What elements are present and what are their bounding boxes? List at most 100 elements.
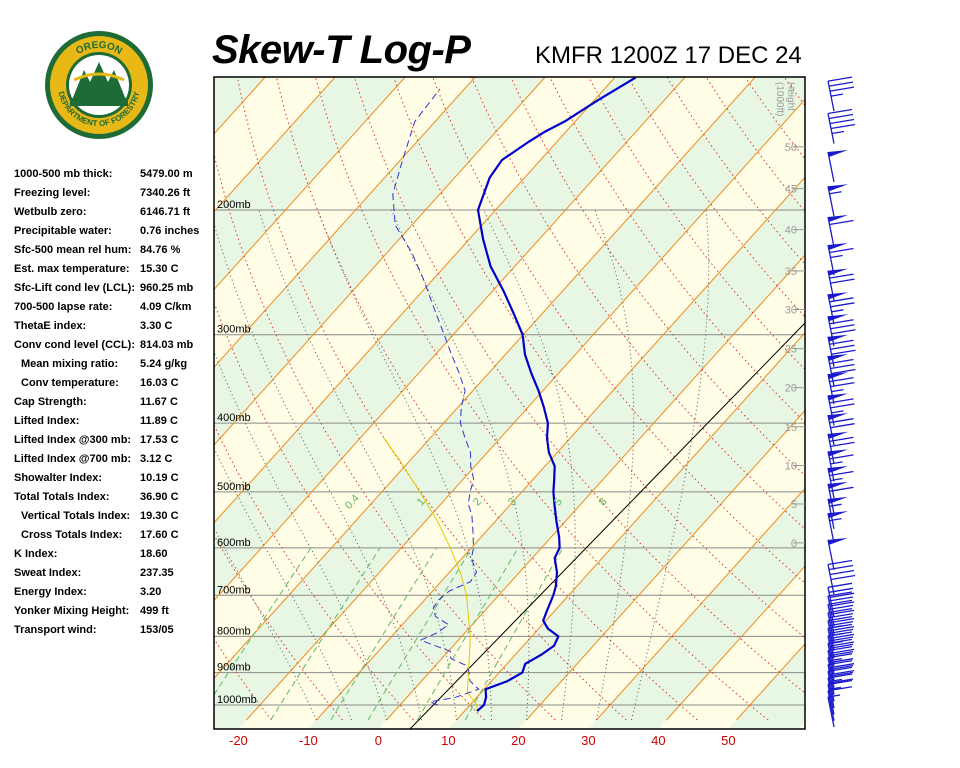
- wind-barb-full: [831, 368, 856, 375]
- wind-barb-full: [829, 86, 855, 92]
- height-tick-label: 25: [785, 344, 797, 356]
- wind-barb: [827, 150, 848, 183]
- logo-top-text: OREGON: [74, 40, 124, 57]
- wind-barb-full: [827, 615, 853, 622]
- height-axis-label: (1000ft): [774, 82, 785, 116]
- isotherm-line: [666, 565, 805, 721]
- index-value: 17.53 C: [140, 434, 179, 446]
- wind-barb-full: [828, 612, 854, 619]
- dry-adiabat-line: [841, 0, 960, 720]
- wind-barb-full: [829, 663, 855, 669]
- wind-barb-full: [829, 625, 855, 632]
- wind-barb-full: [830, 423, 855, 429]
- index-row: Est. max temperature: 15.30 C: [14, 263, 214, 282]
- index-row: Transport wind: 153/05: [14, 624, 214, 643]
- index-label: Sfc-500 mean rel hum:: [14, 244, 132, 256]
- temperature-band: [214, 77, 805, 729]
- index-row: Precipitable water: 0.76 inches: [14, 225, 214, 244]
- plot-frame: [213, 76, 806, 730]
- index-row: Energy Index: 3.20: [14, 586, 214, 605]
- wind-barb: [827, 314, 856, 347]
- index-value: 153/05: [140, 624, 174, 636]
- wind-barb-full: [827, 591, 853, 597]
- wind-barb: [827, 108, 856, 144]
- wind-barb-full: [829, 118, 855, 125]
- pressure-label: 300mb: [217, 324, 251, 336]
- parcel-path-line: [383, 437, 478, 712]
- moist-adiabat-line: [214, 527, 317, 721]
- x-tick-label: 20: [511, 733, 525, 748]
- isotherm-line: [526, 409, 805, 721]
- index-value: 237.35: [140, 567, 174, 579]
- wind-barb-flag: [828, 511, 848, 519]
- index-value: 16.03 C: [140, 377, 179, 389]
- dry-adiabat-line: [3, 0, 201, 720]
- wind-barb-full: [829, 486, 854, 492]
- wind-barb-full: [827, 559, 853, 566]
- chart-title: Skew-T Log-P: [212, 28, 471, 72]
- wind-barb-full: [829, 592, 855, 598]
- wind-barb-full: [827, 76, 853, 82]
- index-label: ThetaE index:: [14, 320, 87, 332]
- index-value: 814.03 mb: [140, 339, 194, 351]
- height-tick-label: 10: [785, 460, 797, 472]
- dry-adiabat-line: [627, 77, 805, 318]
- wind-barb-full: [828, 113, 854, 120]
- wind-barb-full: [828, 604, 854, 611]
- wind-barb-half: [830, 477, 843, 482]
- pressure-label: 200mb: [217, 199, 251, 211]
- wind-barb-flag: [828, 449, 848, 457]
- wind-barb-half: [829, 503, 842, 507]
- index-value: 960.25 mb: [140, 282, 194, 294]
- wind-barb-full: [829, 601, 855, 607]
- wind-barb-half: [830, 93, 844, 97]
- wind-barb-flag: [828, 334, 848, 342]
- wind-barb-half: [829, 517, 842, 522]
- wind-barb-full: [830, 574, 856, 581]
- svg-text:OREGON: OREGON: [74, 40, 124, 57]
- index-row: Lifted Index @300 mb: 17.53 C: [14, 434, 214, 453]
- isotherm-line: [316, 176, 805, 721]
- wind-barb: [827, 481, 854, 514]
- height-axis-label: Height: [785, 82, 796, 111]
- isotherm-line: [596, 487, 805, 721]
- wind-barb-full: [828, 596, 854, 602]
- index-row: Conv cond level (CCL): 814.03 mb: [14, 339, 214, 358]
- wind-barb-full: [830, 363, 855, 370]
- height-tick-label: 50: [785, 142, 797, 154]
- index-row: Cross Totals Index: 17.60 C: [14, 529, 214, 548]
- index-label: Lifted Index:: [14, 415, 80, 427]
- index-label: Est. max temperature:: [14, 263, 130, 275]
- pressure-label: 900mb: [217, 662, 251, 674]
- dry-adiabat-line: [510, 77, 805, 477]
- height-tick-label: 5: [791, 499, 797, 511]
- wind-barb-full: [828, 620, 854, 627]
- index-row: Freezing level: 7340.26 ft: [14, 187, 214, 206]
- mixing-ratio-line: [464, 547, 564, 721]
- x-tick-label: 0: [375, 733, 382, 748]
- wind-barb-full: [830, 278, 855, 284]
- index-label: Sweat Index:: [14, 567, 82, 579]
- index-row: Lifted Index @700 mb: 3.12 C: [14, 453, 214, 472]
- moist-adiabat-line: [631, 209, 710, 721]
- dry-adiabat-line: [214, 534, 343, 721]
- wind-barb-full: [828, 81, 854, 87]
- pressure-label: 500mb: [217, 481, 251, 493]
- wind-barb-full: [829, 617, 855, 624]
- x-tick-label: 30: [581, 733, 595, 748]
- wind-barb-flag: [828, 314, 848, 322]
- wind-barb-half: [831, 309, 844, 313]
- wind-barb-full: [830, 302, 855, 308]
- wind-barb: [827, 599, 855, 635]
- mixing-ratio-line: [214, 547, 312, 696]
- wind-barb-staff: [827, 696, 835, 728]
- index-label: Wetbulb zero:: [14, 206, 87, 218]
- wind-barb: [827, 559, 856, 595]
- index-label: Cap Strength:: [14, 396, 87, 408]
- moist-adiabat-line: [214, 446, 352, 721]
- wind-barb-half: [829, 678, 843, 682]
- wind-barb-full: [830, 403, 855, 409]
- wind-barb-flag: [828, 537, 848, 545]
- index-row: Mean mixing ratio: 5.24 g/kg: [14, 358, 214, 377]
